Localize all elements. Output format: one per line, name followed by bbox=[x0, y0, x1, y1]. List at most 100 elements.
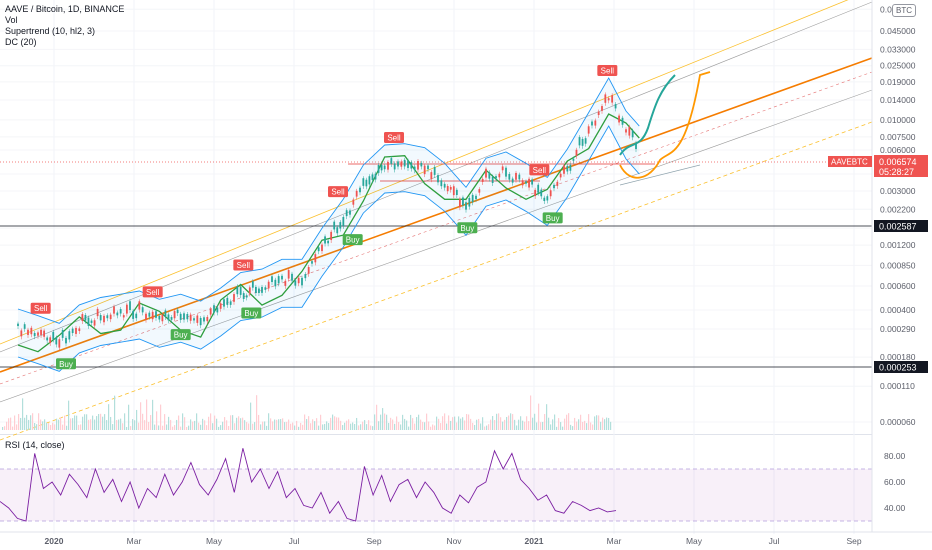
candle-body bbox=[462, 197, 464, 206]
volume-bar bbox=[182, 413, 184, 430]
volume-bar bbox=[264, 421, 266, 430]
volume-bar bbox=[564, 418, 566, 430]
volume-bar bbox=[66, 425, 68, 430]
supertrend-indicator-label[interactable]: Supertrend (10, hl2, 3) bbox=[5, 26, 96, 36]
volume-bar bbox=[272, 421, 274, 430]
volume-bar bbox=[2, 427, 4, 430]
volume-bar bbox=[428, 421, 430, 430]
volume-bar bbox=[556, 426, 558, 430]
volume-bar bbox=[166, 424, 168, 430]
currency-badge[interactable]: BTC bbox=[892, 4, 916, 17]
candle-body bbox=[61, 330, 64, 338]
volume-bar bbox=[326, 421, 328, 430]
volume-bar bbox=[470, 418, 472, 430]
candle-body bbox=[413, 166, 416, 171]
signal-box bbox=[542, 212, 563, 224]
candle-body bbox=[301, 277, 303, 286]
candle-body bbox=[635, 142, 637, 150]
volume-bar bbox=[386, 414, 388, 430]
candle-body bbox=[229, 301, 232, 305]
volume-bar bbox=[78, 424, 80, 430]
volume-bar bbox=[542, 421, 544, 430]
volume-bar bbox=[94, 419, 96, 430]
volume-bar bbox=[388, 422, 390, 430]
sell-signal-label: Sell bbox=[597, 64, 618, 76]
volume-bar bbox=[40, 419, 42, 430]
volume-bar bbox=[138, 422, 140, 430]
volume-bar bbox=[342, 425, 344, 430]
y-tick-label: 0.000110 bbox=[880, 381, 915, 391]
rsi-y-tick-label: 60.00 bbox=[884, 477, 906, 487]
volume-bar bbox=[32, 413, 34, 430]
volume-bar bbox=[376, 404, 378, 430]
volume-bar bbox=[440, 423, 442, 430]
candle-body bbox=[23, 324, 26, 329]
candle-body bbox=[339, 222, 342, 229]
rsi-indicator-label[interactable]: RSI (14, close) bbox=[5, 440, 65, 450]
candle-body bbox=[604, 94, 607, 103]
volume-bar bbox=[286, 421, 288, 430]
candle-body bbox=[475, 195, 477, 200]
candle-body bbox=[546, 196, 549, 201]
volume-bar bbox=[394, 423, 396, 430]
volume-bar bbox=[48, 423, 50, 430]
volume-bar bbox=[482, 417, 484, 430]
signal-text: Buy bbox=[546, 214, 560, 223]
candle-body bbox=[505, 167, 507, 177]
candle-body bbox=[446, 185, 449, 192]
volume-bar bbox=[88, 419, 90, 430]
volume-bar bbox=[70, 418, 72, 430]
volume-bar bbox=[338, 417, 340, 430]
candle-body bbox=[68, 331, 71, 340]
volume-bar bbox=[284, 422, 286, 430]
volume-bar bbox=[80, 424, 82, 430]
volume-bar bbox=[580, 414, 582, 430]
vol-indicator-label[interactable]: Vol bbox=[5, 15, 18, 25]
volume-bar bbox=[232, 415, 234, 430]
channel-lower-gray bbox=[0, 89, 873, 403]
volume-bar bbox=[398, 422, 400, 430]
volume-bar bbox=[140, 402, 142, 430]
volume-bar bbox=[34, 423, 36, 430]
signal-text: Buy bbox=[59, 360, 73, 369]
candle-body bbox=[365, 179, 368, 187]
volume-bar bbox=[294, 425, 296, 430]
volume-bar bbox=[332, 414, 334, 430]
volume-bar bbox=[520, 416, 522, 430]
candle-body bbox=[81, 314, 84, 322]
volume-bar bbox=[260, 424, 262, 430]
volume-bar bbox=[96, 416, 98, 430]
volume-bar bbox=[452, 417, 454, 430]
volume-bar bbox=[176, 419, 178, 430]
candle-body bbox=[132, 310, 135, 319]
candle-body bbox=[362, 178, 365, 186]
candle-body bbox=[213, 305, 215, 313]
signal-box bbox=[142, 286, 163, 298]
volume-bar bbox=[68, 400, 70, 430]
y-tick-label: 0.014000 bbox=[880, 95, 916, 105]
candle-body bbox=[607, 98, 610, 101]
volume-bar bbox=[590, 422, 592, 430]
candle-body bbox=[65, 337, 67, 344]
candle-body bbox=[324, 236, 326, 244]
candle-body bbox=[420, 162, 423, 167]
candle-body bbox=[27, 329, 29, 335]
volume-bar bbox=[234, 423, 236, 430]
channel-mid-dashed bbox=[0, 71, 873, 385]
candle-body bbox=[209, 308, 212, 315]
volume-bar bbox=[116, 419, 118, 430]
volume-bar bbox=[216, 418, 218, 430]
candle-body bbox=[495, 176, 497, 179]
signal-box bbox=[457, 222, 478, 234]
candle-body bbox=[122, 315, 125, 318]
candle-body bbox=[543, 197, 546, 202]
volume-bar bbox=[382, 408, 384, 430]
volume-bar bbox=[384, 413, 386, 430]
volume-bar bbox=[148, 422, 150, 430]
volume-bar bbox=[344, 422, 346, 430]
donchian-indicator-label[interactable]: DC (20) bbox=[5, 37, 37, 47]
volume-bar bbox=[150, 415, 152, 430]
volume-bar bbox=[358, 425, 360, 430]
candle-body bbox=[515, 172, 517, 180]
volume-bar bbox=[188, 425, 190, 430]
